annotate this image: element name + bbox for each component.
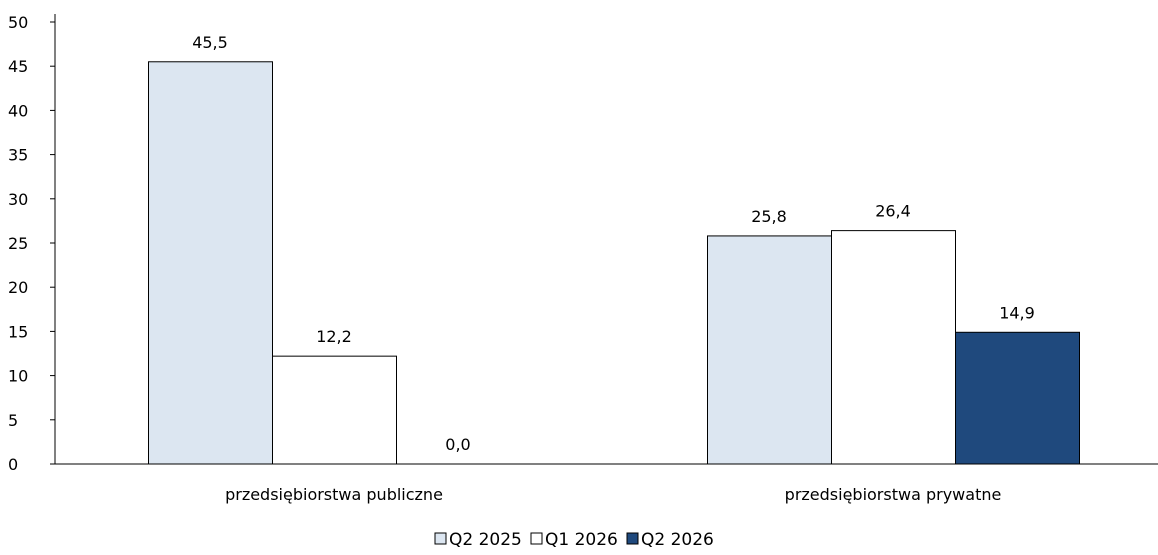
category-label: przedsiębiorstwa prywatne <box>785 485 1002 504</box>
y-tick-label: 25 <box>8 234 28 253</box>
data-labels: 45,5 12,2 0,0 25,8 26,4 14,9 <box>192 33 1035 454</box>
bars <box>148 61 1080 465</box>
legend-swatch <box>530 532 543 545</box>
category-label: przedsiębiorstwa publiczne <box>225 485 443 504</box>
data-label: 12,2 <box>316 327 352 346</box>
legend: Q2 2025 Q1 2026 Q2 2026 <box>434 530 714 550</box>
y-tick-label: 0 <box>8 455 18 474</box>
y-tick-label: 40 <box>8 101 28 120</box>
y-tick-label: 10 <box>8 367 28 386</box>
data-label: 45,5 <box>192 33 228 52</box>
data-label: 14,9 <box>999 303 1035 322</box>
y-tick-label: 20 <box>8 278 28 297</box>
legend-label: Q2 2026 <box>641 530 714 550</box>
data-label: 26,4 <box>875 202 911 221</box>
data-label: 0,0 <box>445 435 470 454</box>
y-tick-label: 45 <box>8 57 28 76</box>
y-tick-label: 50 <box>8 13 28 32</box>
legend-label: Q2 2025 <box>449 530 522 550</box>
y-axis: 0 5 10 15 20 25 30 35 40 45 50 <box>8 13 56 474</box>
legend-label: Q1 2026 <box>545 530 618 550</box>
bar <box>831 230 956 465</box>
legend-item: Q2 2025 <box>434 530 522 550</box>
legend-item: Q2 2026 <box>626 530 714 550</box>
data-label: 25,8 <box>751 207 787 226</box>
y-tick-label: 30 <box>8 190 28 209</box>
legend-swatch <box>626 532 639 545</box>
y-tick-label: 35 <box>8 146 28 165</box>
bar <box>272 355 397 465</box>
legend-swatch <box>434 532 447 545</box>
bar <box>707 235 832 465</box>
x-axis: przedsiębiorstwa publiczne przedsiębiorst… <box>55 463 1158 504</box>
bar <box>955 331 1080 465</box>
bar <box>148 61 273 465</box>
legend-item: Q1 2026 <box>530 530 618 550</box>
y-tick-label: 5 <box>8 411 18 430</box>
y-tick-label: 15 <box>8 322 28 341</box>
